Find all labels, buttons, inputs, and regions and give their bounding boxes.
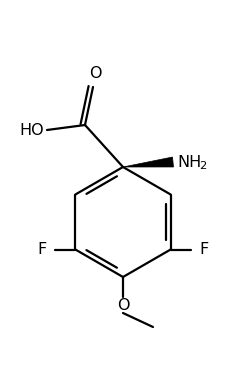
Text: NH: NH [177, 154, 201, 170]
Text: 2: 2 [199, 161, 206, 171]
Text: F: F [37, 242, 46, 257]
Text: O: O [117, 298, 129, 314]
Text: O: O [89, 66, 101, 81]
Polygon shape [123, 157, 173, 167]
Text: F: F [200, 242, 209, 257]
Text: HO: HO [19, 122, 44, 138]
